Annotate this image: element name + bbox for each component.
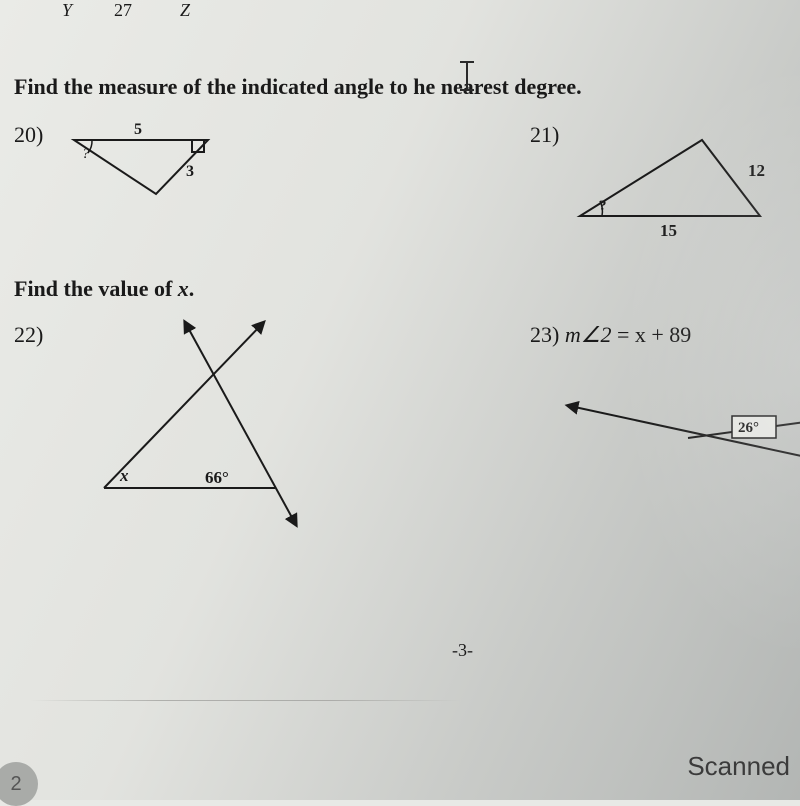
heading-find-angle: Find the measure of the indicated angle … [14, 74, 582, 100]
figure-22: x 66° [90, 318, 330, 538]
label-26deg: 26° [738, 420, 759, 436]
corner-badge-text: 2 [10, 773, 21, 796]
label-66deg: 66° [205, 468, 229, 487]
label-5: 5 [134, 121, 142, 138]
label-unknown-angle: ? [82, 146, 90, 162]
heading-find-x: Find the value of x. [14, 276, 194, 302]
divider-line [30, 700, 460, 701]
fragment-triangle-top: Y 27 Z [62, 0, 202, 28]
figure-20: 5 3 ? [58, 122, 238, 212]
label-unknown-angle-21: ? [599, 198, 607, 214]
vertex-label-Z: Z [180, 0, 191, 20]
figure-23: 26° [560, 360, 800, 490]
vertex-label-Y: Y [62, 0, 74, 20]
label-x: x [119, 466, 129, 485]
label-3: 3 [186, 163, 194, 180]
problem-number-21: 21) [530, 122, 559, 148]
text-cursor [466, 62, 468, 90]
figure-21: ? 12 15 [560, 130, 790, 240]
side-label-27: 27 [114, 0, 132, 20]
problem-number-20: 20) [14, 122, 43, 148]
corner-badge: 2 [0, 762, 38, 806]
worksheet-page: Y 27 Z Find the measure of the indicated… [0, 0, 800, 800]
label-12: 12 [748, 161, 765, 180]
problem-number-23: 23) m∠2 = x + 89 [530, 322, 691, 348]
label-15: 15 [660, 221, 677, 240]
problem-number-22: 22) [14, 322, 43, 348]
scanned-watermark: Scanned [687, 751, 790, 782]
page-number: -3- [452, 640, 473, 661]
